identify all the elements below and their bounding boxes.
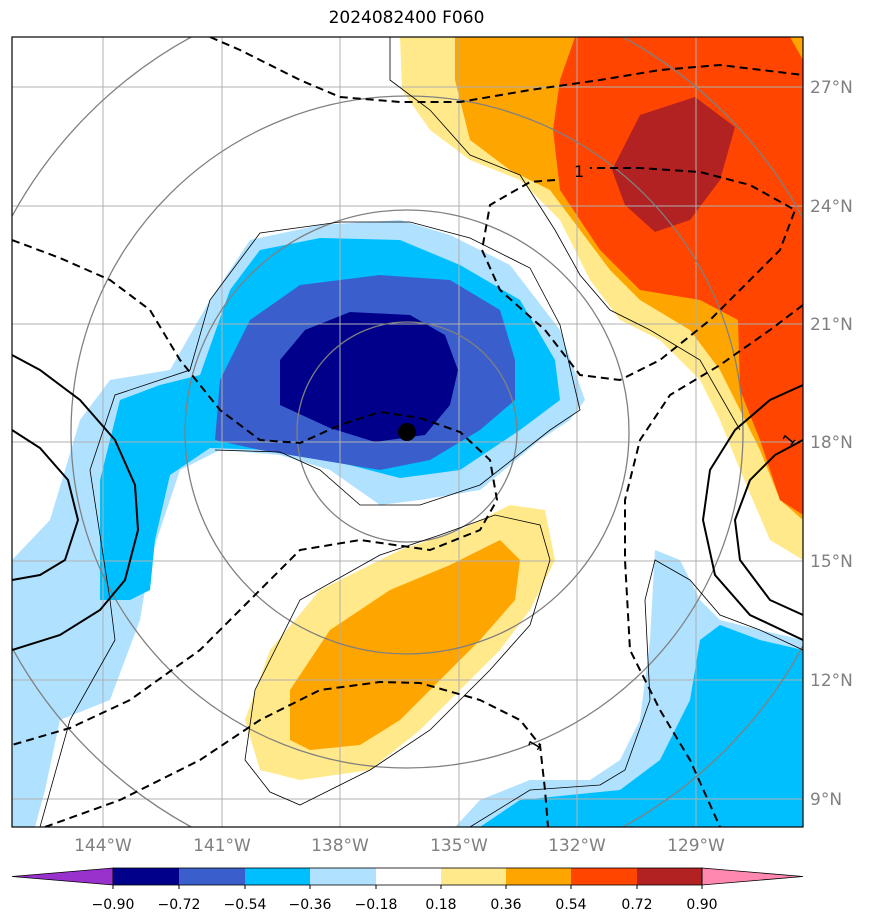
lon-label: 129°W: [667, 836, 725, 856]
colorbar-swatch: [376, 868, 441, 885]
colorbar-swatch: [441, 868, 506, 885]
solid-contours: [12, 354, 803, 651]
lat-label: 9°N: [810, 790, 842, 810]
colorbar-swatch: [113, 868, 179, 885]
lat-label: 27°N: [810, 78, 853, 98]
lat-label: 12°N: [810, 671, 853, 691]
thin-contours: [39, 37, 803, 827]
colorbar-swatch: [637, 868, 702, 885]
lat-lon-grid: [12, 37, 803, 827]
shade-firebrick-ne: [612, 97, 735, 232]
latitude-labels: 27°N 24°N 21°N 18°N 15°N 12°N 9°N: [810, 78, 853, 810]
colorbar-ticks: −0.90 −0.72 −0.54 −0.36 −0.18 0.18 0.36 …: [92, 897, 718, 913]
colorbar-tick-label: 0.36: [490, 897, 521, 913]
range-rings: [12, 37, 803, 827]
colorbar-swatch: [179, 868, 245, 885]
colorbar-tick-label: 0.90: [686, 897, 717, 913]
contour-label: 1: [574, 162, 584, 181]
shade-orange-south: [290, 540, 520, 750]
colorbar: −0.90 −0.72 −0.54 −0.36 −0.18 0.18 0.36 …: [11, 867, 804, 913]
colorbar-tick-label: −0.54: [224, 897, 267, 913]
colorbar-swatch: [310, 868, 376, 885]
colorbar-tick-label: 0.54: [555, 897, 586, 913]
colorbar-swatches: [11, 867, 804, 889]
colorbar-tick-label: 0.18: [425, 897, 456, 913]
colorbar-tick-label: −0.90: [92, 897, 135, 913]
colorbar-swatch: [506, 868, 571, 885]
shade-red-ne: [553, 37, 803, 515]
lat-label: 24°N: [810, 197, 853, 217]
lat-label: 21°N: [810, 315, 853, 335]
colorbar-swatch: [245, 868, 310, 885]
shade-sky-blue-se: [480, 625, 803, 827]
lon-label: 144°W: [74, 836, 132, 856]
plot-area: 1 1 1: [12, 37, 803, 827]
lon-label: 138°W: [311, 836, 369, 856]
dashed-contours: [12, 37, 803, 827]
filled-contours: [12, 37, 803, 827]
lon-label: 141°W: [193, 836, 251, 856]
colorbar-tick-label: 0.72: [621, 897, 652, 913]
map-title: 2024082400 F060: [328, 8, 485, 28]
shade-navy-core: [280, 312, 458, 442]
colorbar-tick-label: −0.36: [289, 897, 332, 913]
colorbar-tick-label: −0.72: [158, 897, 201, 913]
colorbar-swatch: [571, 868, 637, 885]
lat-label: 15°N: [810, 552, 853, 572]
plot-frame: [11, 36, 804, 828]
lon-label: 132°W: [548, 836, 606, 856]
colorbar-tick-label: −0.18: [355, 897, 398, 913]
storm-center-dot: [398, 423, 416, 441]
colorbar-outline: [112, 867, 703, 886]
colorbar-extend-low: [11, 867, 114, 886]
longitude-labels: 144°W 141°W 138°W 135°W 132°W 129°W: [74, 836, 725, 856]
lat-label: 18°N: [810, 433, 853, 453]
lon-label: 135°W: [430, 836, 488, 856]
colorbar-extend-high: [701, 867, 804, 886]
